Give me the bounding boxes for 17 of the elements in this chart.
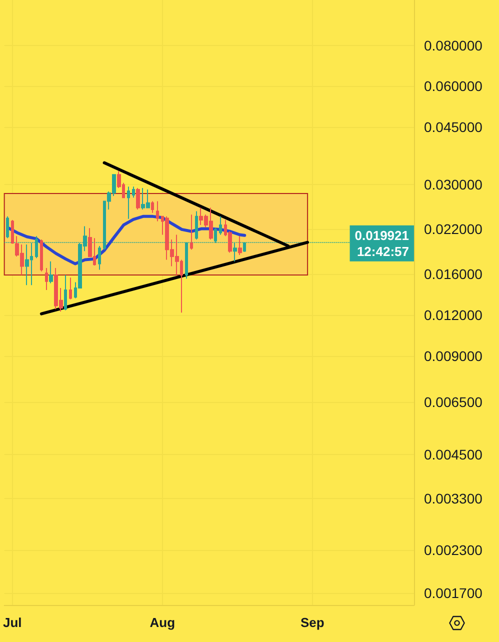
y-tick-label: 0.022000: [424, 220, 483, 237]
y-tick-label: 0.006500: [424, 394, 483, 410]
x-tick-label: Sep: [300, 615, 324, 630]
y-tick-label: 0.060000: [424, 78, 483, 94]
y-tick-label: 0.030000: [424, 176, 483, 193]
y-tick-label: 0.004500: [424, 446, 483, 462]
y-tick-label: 0.012000: [424, 306, 483, 323]
y-tick-label: 0.016000: [424, 266, 483, 282]
y-tick-label: 0.003300: [424, 490, 483, 506]
y-tick-label: 0.009000: [424, 348, 483, 364]
y-tick-label: 0.001700: [424, 584, 483, 601]
y-tick-label: 0.080000: [424, 37, 483, 54]
x-tick-label: Aug: [150, 615, 176, 630]
ref-line-label: 0.019921 12:42:57: [354, 228, 409, 259]
x-tick-label: Jul: [2, 615, 22, 630]
y-tick-label: 0.002300: [424, 542, 483, 558]
y-tick-label: 0.045000: [424, 119, 483, 136]
